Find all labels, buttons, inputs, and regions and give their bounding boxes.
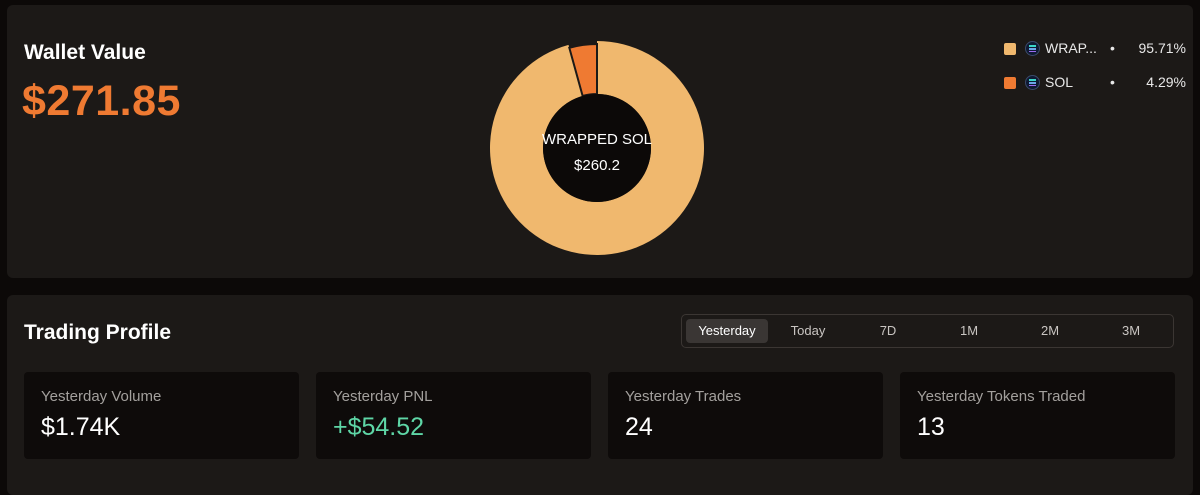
- tab-3m[interactable]: 3M: [1121, 323, 1141, 338]
- stat-pnl-card: Yesterday PNL +$54.52: [316, 372, 591, 459]
- stat-label: Yesterday Trades: [625, 388, 742, 405]
- time-range-tabs: Yesterday Today 7D 1M 2M 3M: [681, 314, 1174, 348]
- stat-volume-card: Yesterday Volume $1.74K: [24, 372, 299, 459]
- tab-today[interactable]: Today: [790, 323, 826, 338]
- stat-label: Yesterday Volume: [41, 388, 162, 405]
- legend-bullet: •: [1110, 74, 1115, 90]
- donut-slice-wrapped-sol[interactable]: [490, 41, 704, 255]
- wallet-value-card: Wallet Value $271.85 WRAPPED SOL $260.2 …: [7, 5, 1193, 278]
- wallet-value-amount: $271.85: [22, 77, 181, 125]
- wallet-value-title: Wallet Value: [24, 41, 146, 64]
- solana-token-icon: [1025, 41, 1040, 56]
- stat-label: Yesterday Tokens Traded: [917, 388, 1086, 405]
- legend-swatch: [1004, 43, 1016, 55]
- stat-label: Yesterday PNL: [333, 388, 433, 405]
- legend-bullet: •: [1110, 40, 1115, 56]
- solana-token-icon: [1025, 75, 1040, 90]
- donut-hole: [543, 94, 651, 202]
- donut-center-value: $260.2: [574, 157, 620, 174]
- legend-item-sol[interactable]: SOL • 4.29%: [1004, 73, 1194, 95]
- tab-7d[interactable]: 7D: [879, 323, 897, 338]
- legend-label: SOL: [1045, 74, 1074, 90]
- legend-percent: 4.29%: [1146, 74, 1186, 90]
- stat-tokens-traded-card: Yesterday Tokens Traded 13: [900, 372, 1175, 459]
- stat-value: 24: [625, 413, 653, 441]
- trading-profile-card: Trading Profile Yesterday Today 7D 1M 2M…: [7, 295, 1193, 495]
- wallet-donut-chart[interactable]: [489, 40, 705, 256]
- legend-swatch: [1004, 77, 1016, 89]
- tab-2m[interactable]: 2M: [1040, 323, 1060, 338]
- stat-value: +$54.52: [333, 413, 425, 441]
- stat-trades-card: Yesterday Trades 24: [608, 372, 883, 459]
- legend-item-wrapped-sol[interactable]: WRAP... • 95.71%: [1004, 39, 1194, 61]
- legend-percent: 95.71%: [1138, 40, 1186, 56]
- trading-profile-title: Trading Profile: [24, 321, 172, 344]
- stat-value: 13: [917, 413, 945, 441]
- stat-value: $1.74K: [41, 413, 121, 441]
- tab-yesterday[interactable]: Yesterday: [686, 319, 768, 343]
- donut-center-label: WRAPPED SOL: [541, 131, 653, 148]
- tab-1m[interactable]: 1M: [959, 323, 979, 338]
- legend-label: WRAP...: [1045, 40, 1097, 56]
